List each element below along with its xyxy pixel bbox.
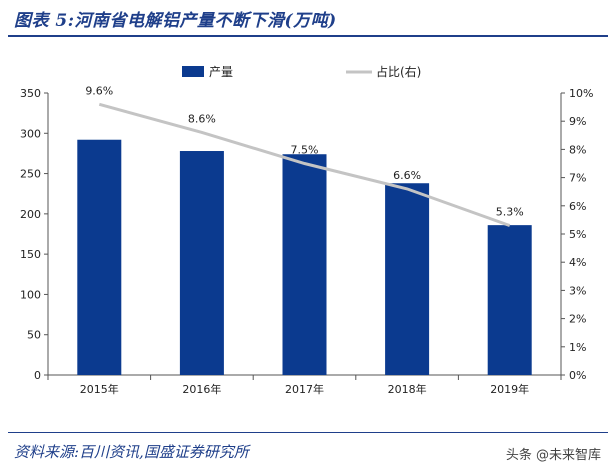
y2-tick-label: 4% <box>569 256 586 269</box>
y-tick-label: 250 <box>20 168 41 181</box>
x-tick-label: 2017年 <box>285 382 324 396</box>
chart-line-series <box>98 102 511 227</box>
legend-label-line: 占比(右) <box>376 64 421 79</box>
bar <box>179 151 224 375</box>
bar <box>77 139 122 375</box>
chart-title: 图表 5:河南省电解铝产量不断下滑(万吨) <box>14 11 337 31</box>
legend-label-bar: 产量 <box>209 65 233 79</box>
chart-data-labels: 9.6% 8.6% 7.5% 6.6% 5.3% <box>85 84 523 218</box>
x-tick-label: 2019年 <box>490 382 529 396</box>
y-tick-label: 150 <box>20 248 41 261</box>
y2-tick-label: 2% <box>569 313 586 326</box>
y-tick-label: 50 <box>27 329 41 342</box>
y2-tick-label: 7% <box>569 172 586 185</box>
line-data-label: 9.6% <box>85 84 113 97</box>
chart-legend: 产量 占比(右) <box>182 64 421 79</box>
source-note: 资料来源:百川资讯,国盛证券研究所 <box>14 443 249 461</box>
x-tick-label: 2016年 <box>182 382 221 396</box>
chart-bars <box>77 139 532 375</box>
y2-tick-label: 6% <box>569 200 586 213</box>
y-tick-label: 100 <box>20 288 41 301</box>
y-tick-label: 350 <box>20 87 41 100</box>
x-tick-label: 2015年 <box>80 382 119 396</box>
x-tick-label: 2018年 <box>388 382 427 396</box>
y2-tick-label: 3% <box>569 284 586 297</box>
y2-tick-label: 9% <box>569 115 586 128</box>
y2-tick-label: 0% <box>569 369 586 382</box>
bar <box>385 183 430 375</box>
footer-divider <box>8 432 608 433</box>
bar <box>282 154 327 375</box>
bar <box>487 225 532 375</box>
y-tick-label: 200 <box>20 208 41 221</box>
y2-tick-label: 8% <box>569 143 586 156</box>
y2-tick-label: 5% <box>569 228 586 241</box>
legend-swatch-bar <box>182 66 204 77</box>
y-tick-label: 0 <box>34 369 41 382</box>
line-series-path <box>98 102 511 227</box>
header-divider <box>8 35 608 37</box>
line-data-label: 6.6% <box>393 169 421 182</box>
y2-tick-label: 10% <box>569 87 593 100</box>
line-data-label: 7.5% <box>291 144 319 157</box>
watermark: 头条 @未来智库 <box>505 448 601 463</box>
line-data-label: 5.3% <box>496 206 524 219</box>
line-data-label: 8.6% <box>188 112 216 125</box>
y-tick-label: 300 <box>20 127 41 140</box>
chart-axes: 0 50 100 150 200 250 300 350 0% 1% 2% 3% 4% 5% 6% 7% 8% 9… <box>20 87 593 396</box>
y2-tick-label: 1% <box>569 341 586 354</box>
